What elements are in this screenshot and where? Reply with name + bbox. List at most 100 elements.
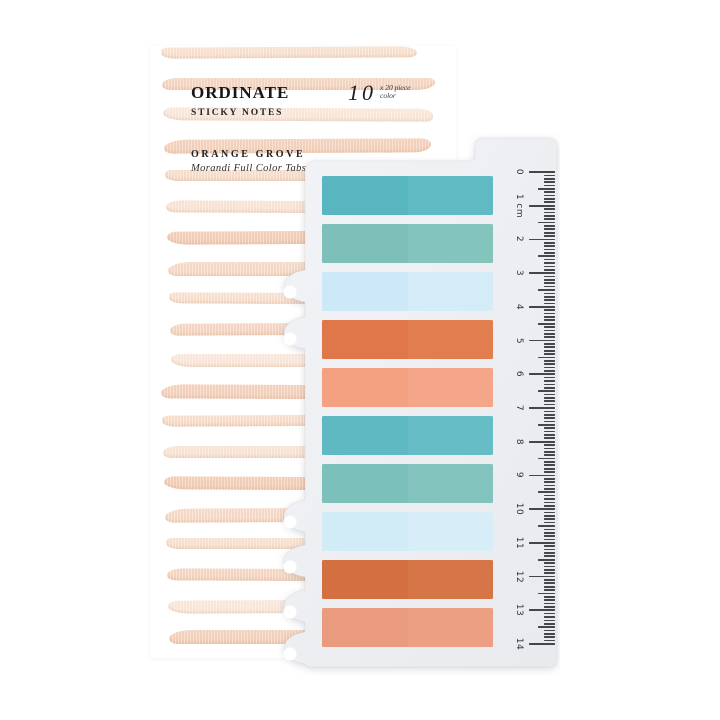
watercolor-stripe [166,538,434,550]
ruler-tick [544,589,555,591]
ruler-tick [544,515,555,517]
ruler-tick [544,568,555,571]
ruler-tick [544,538,555,541]
ruler-tick [544,565,555,568]
tab-half-left [322,512,409,551]
ruler-tick [544,241,555,244]
ruler-tick [544,562,555,564]
tab-half-left [322,416,409,455]
ruler-tick [544,444,555,446]
ruler-tick [544,535,555,537]
ruler-tick [544,292,555,295]
ruler-tick [538,424,555,426]
watercolor-stripe [165,169,429,181]
die-cut-holes [283,285,297,661]
ruler-tick [544,299,555,301]
piece-count-block: 10 x 20 piece color [348,82,410,104]
ruler-tick [544,231,555,234]
ruler-tick [544,181,555,183]
ruler-tick [544,312,555,315]
stripe-texture [160,46,418,59]
ruler-tick [544,410,555,413]
ruler-tick [529,373,555,376]
ruler-number: 6 [514,371,524,378]
ruler-tick [544,528,555,531]
ruler-tick [538,390,555,392]
stripe-texture [162,77,435,90]
ruler-tick [544,326,555,328]
brand-wordmark: ORDINATE [191,83,290,102]
ruler-number: 11 [514,536,524,550]
ruler-tick [544,268,555,271]
ruler-tick [544,612,555,615]
die-cut-hole [283,560,297,574]
tab-row-teal-2 [322,416,493,455]
ruler-tick [544,214,555,217]
ruler-tick [544,245,555,247]
ruler-tick [529,440,555,443]
ruler-tick [544,198,555,200]
ruler-tick [544,376,555,379]
ruler-number: 13 [514,604,524,617]
ruler-tick [544,579,555,581]
ruler-tick [544,555,555,558]
ruler-tick [544,343,555,345]
ruler-tick [544,521,555,524]
ruler-tick [544,434,555,436]
ruler-tick [544,295,555,298]
ruler-tick [544,403,555,406]
tab-row-orange [322,320,493,359]
ruler-tick [544,252,555,254]
ruler-tick [544,265,555,268]
tab-half-right [408,512,493,551]
ruler-tick [538,592,555,595]
ruler-tick [544,585,555,588]
ruler-number: 10 [514,502,524,516]
ruler-number: 7 [514,404,524,412]
ruler-tick [544,450,555,453]
ruler-tick [544,518,555,521]
ruler-tick [544,511,555,514]
die-cut-hole [283,332,297,346]
ruler-tick [529,542,555,544]
ruler-tick [544,467,555,470]
ruler-tick [544,248,555,251]
ruler-tick [544,629,555,632]
ruler-number: 0 [514,168,524,176]
ruler-tick [544,309,555,312]
ruler-tick [544,548,555,551]
ruler-tick [544,552,555,554]
ruler-tick [538,322,555,325]
ruler-tick [529,609,555,612]
ruler-tick [544,488,555,490]
ruler-tick [544,531,555,534]
ruler-tick [529,407,555,409]
ruler-tick [544,595,555,598]
collection-name: ORANGE GROVE [191,149,306,160]
piece-count-note-line1: x 20 piece [380,83,411,92]
piece-count-note: x 20 piece color [380,83,411,101]
ruler-tick [544,225,555,227]
ruler-tick [544,235,555,237]
tab-half-left [322,560,409,599]
tab-half-right [408,320,493,359]
ruler-tick [544,262,555,264]
ruler-tick [544,380,555,382]
ruler-tick [544,279,555,281]
ruler-tick [529,272,555,274]
tab-row-sage-teal [322,224,493,263]
ruler-number: 2 [514,236,524,243]
die-cut-hole [283,605,297,619]
ruler-tick [529,339,555,342]
ruler-tick [544,194,555,197]
ruler-tick [544,191,555,194]
ruler-tick [538,356,555,359]
watercolor-stripe [160,46,418,59]
ruler-tick [529,474,555,477]
ruler-tick [529,306,555,308]
ruler-tick [529,643,555,645]
ruler-tick [544,363,555,365]
ruler-tick [538,188,555,190]
tab-half-right [408,464,493,503]
